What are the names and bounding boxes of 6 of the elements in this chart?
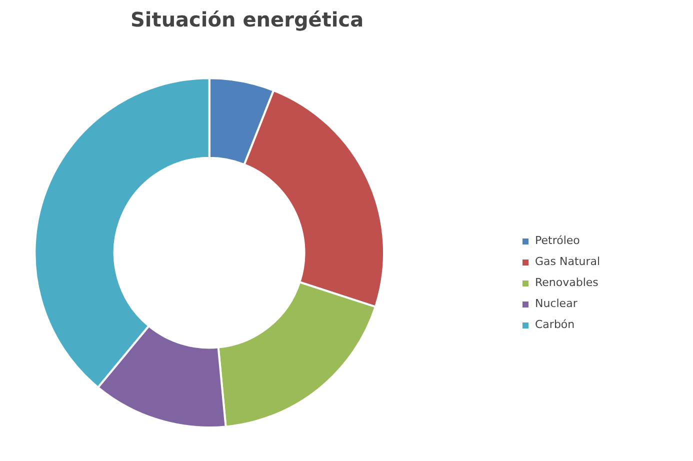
legend-label: Petróleo [535, 234, 580, 247]
legend-label: Carbón [535, 318, 575, 331]
legend-label: Gas Natural [535, 255, 600, 268]
chart-title: Situación energética [130, 8, 364, 32]
legend-label: Nuclear [535, 297, 578, 310]
legend-label: Renovables [535, 276, 598, 289]
